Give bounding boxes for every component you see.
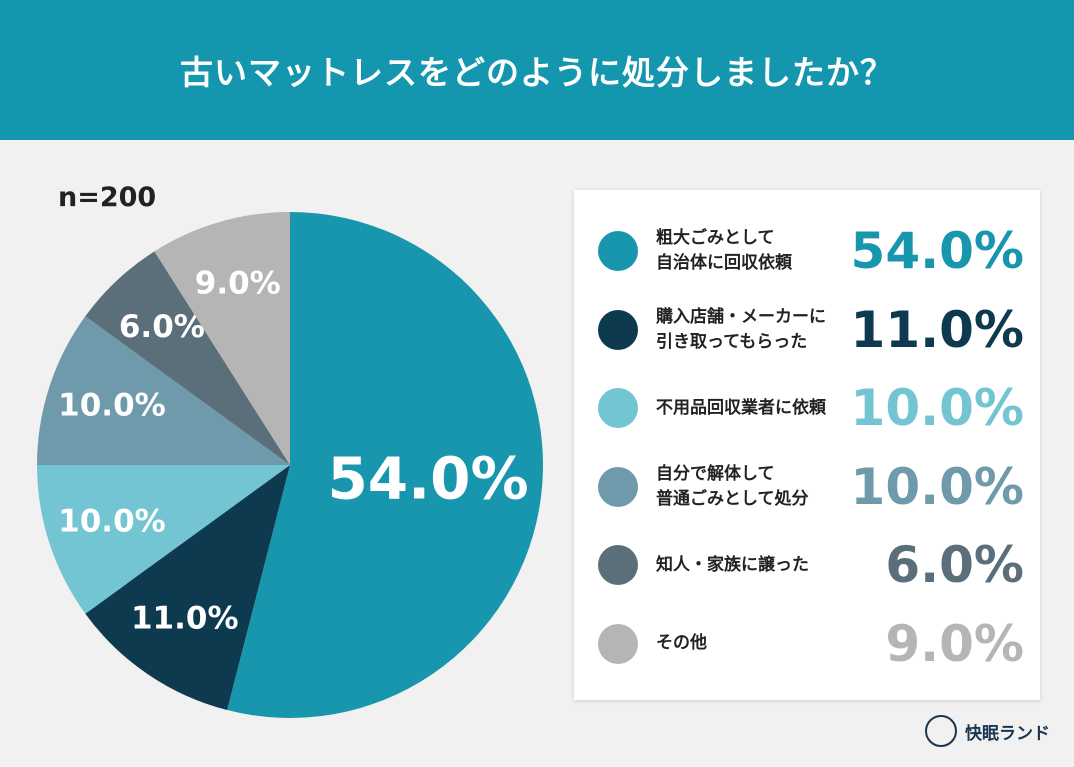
slice-label: 9.0% xyxy=(195,266,281,302)
legend-item: 粗大ごみとして 自治体に回収依頼 54.0% xyxy=(574,212,1040,290)
legend-label: 知人・家族に譲った xyxy=(656,554,809,575)
pie-slice xyxy=(85,251,291,465)
slice-label: 11.0% xyxy=(131,600,239,636)
legend-swatch xyxy=(598,623,638,664)
chart-title: 古いマットレスをどのように処分しましたか？ xyxy=(180,53,894,92)
pie-slice xyxy=(37,316,290,465)
legend: 粗大ごみとして 自治体に回収依頼 54.0% 購入店舗・メーカーに 引き取ってもらっ… xyxy=(574,190,1040,700)
legend-value: 6.0% xyxy=(885,536,1024,594)
legend-value: 10.0% xyxy=(850,457,1024,516)
legend-value: 11.0% xyxy=(850,300,1024,359)
legend-label: その他 xyxy=(656,633,707,653)
slice-label: 54.0% xyxy=(327,445,528,513)
pie-slice xyxy=(154,212,290,465)
legend-swatch xyxy=(598,545,638,585)
brand: 快眠ランド xyxy=(925,715,1050,747)
legend-value: 9.0% xyxy=(885,614,1024,673)
legend-item: 自分で解体して 普通ごみとして処分 10.0% xyxy=(574,448,1040,526)
legend-item: 知人・家族に譲った 6.0% xyxy=(574,526,1040,604)
legend-label: 粗大ごみとして 自治体に回収依頼 xyxy=(656,228,792,273)
legend-swatch xyxy=(598,388,638,428)
pie-slice xyxy=(37,465,290,614)
legend-swatch xyxy=(598,309,638,350)
legend-label: 不用品回収業者に依頼 xyxy=(656,397,826,418)
header: 古いマットレスをどのように処分しましたか？ xyxy=(0,0,1074,140)
slice-label: 6.0% xyxy=(119,309,205,345)
brand-name: 快眠ランド xyxy=(965,723,1050,744)
slice-label: 10.0% xyxy=(58,388,166,424)
legend-swatch xyxy=(598,231,638,271)
legend-label: 購入店舗・メーカーに 引き取ってもらった xyxy=(656,306,826,352)
sample-size: n=200 xyxy=(58,182,157,213)
slice-label: 10.0% xyxy=(58,503,166,539)
legend-value: 54.0% xyxy=(850,222,1024,280)
legend-item: その他 9.0% xyxy=(574,605,1040,683)
legend-swatch xyxy=(598,466,638,507)
pie-slice xyxy=(227,212,543,718)
legend-item: 購入店舗・メーカーに 引き取ってもらった 11.0% xyxy=(574,291,1040,369)
legend-value: 10.0% xyxy=(850,379,1024,437)
legend-item: 不用品回収業者に依頼 10.0% xyxy=(574,369,1040,447)
brand-logo xyxy=(925,715,957,747)
legend-label: 自分で解体して 普通ごみとして処分 xyxy=(656,463,809,509)
pie-slice xyxy=(85,465,291,711)
